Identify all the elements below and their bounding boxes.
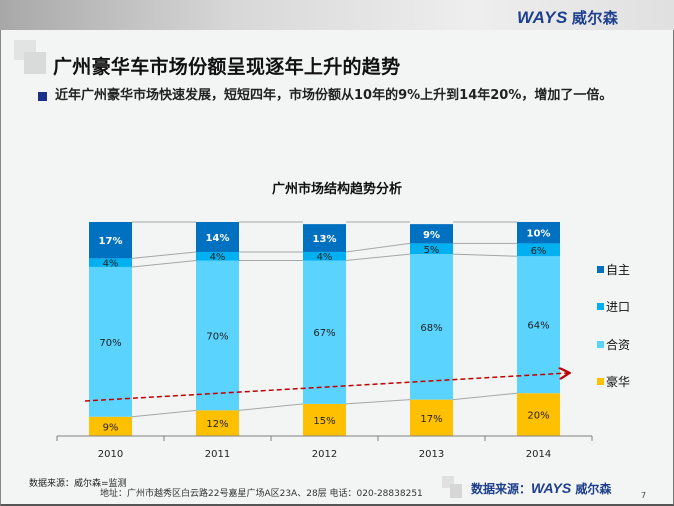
data-label: 5% — [424, 245, 440, 256]
series-connector-line — [345, 242, 411, 253]
series-connector-line — [452, 253, 518, 257]
series-connector-line — [345, 253, 411, 262]
footer-logo-cn: 威尔森 — [575, 482, 612, 496]
bar-segment-自主 — [89, 222, 132, 259]
footer-decoration-square — [450, 484, 462, 498]
data-label: 4% — [317, 252, 333, 263]
legend-label: 自主 — [606, 263, 631, 277]
footer-source-label: 数据来源： — [471, 482, 532, 496]
legend-item: 豪华 — [597, 373, 630, 390]
slide-title: 广州豪华车市场份额呈现逐年上升的趋势 — [53, 56, 401, 78]
footer-logo-latin: WAYS — [531, 480, 572, 496]
bar-segment-自主 — [196, 222, 239, 252]
legend-swatch — [597, 266, 604, 273]
legend-item: 进口 — [597, 298, 630, 315]
x-tick-label: 2014 — [526, 449, 551, 460]
logo-cn: 威尔森 — [571, 10, 619, 27]
data-label: 68% — [420, 323, 442, 334]
data-label: 64% — [527, 321, 549, 332]
data-label: 20% — [527, 411, 549, 422]
data-label: 15% — [313, 416, 335, 427]
series-connector-line — [238, 403, 304, 411]
bar-segment-合资 — [410, 254, 453, 400]
x-tick-label: 2010 — [98, 449, 123, 460]
bar-segment-豪华 — [196, 410, 239, 436]
bar-segment-进口 — [89, 258, 132, 267]
data-label: 13% — [313, 234, 337, 245]
legend-item: 合资 — [597, 336, 630, 353]
bar-segment-进口 — [303, 251, 346, 261]
bar-segment-豪华 — [89, 416, 132, 436]
bullet-square-icon — [38, 92, 47, 101]
bullet-text: 近年广州豪华市场快速发展，短短四年，市场份额从10年的9%上升到14年20%，增… — [55, 88, 613, 103]
data-label: 67% — [313, 328, 335, 339]
bar-segment-自主 — [517, 222, 560, 244]
bar-segment-合资 — [303, 260, 346, 404]
source-note: 数据来源：威尔森=监测 — [29, 479, 127, 489]
bar-segment-合资 — [196, 260, 239, 411]
bar-segment-豪华 — [410, 399, 453, 436]
data-label: 17% — [99, 236, 123, 247]
logo-latin: WAYS — [517, 8, 568, 27]
ways-logo: WAYS 威尔森 — [517, 7, 618, 28]
title-decoration-square — [24, 52, 46, 74]
data-label: 6% — [531, 246, 547, 257]
series-connector-line — [131, 251, 197, 259]
header-bar — [0, 0, 674, 30]
legend-swatch — [597, 303, 604, 310]
data-label: 9% — [103, 422, 119, 433]
bar-segment-自主 — [410, 224, 453, 244]
series-connector-line — [452, 392, 518, 401]
legend-label: 合资 — [606, 338, 631, 352]
data-label: 12% — [206, 419, 228, 430]
bar-segment-豪华 — [517, 393, 560, 436]
data-label: 17% — [420, 414, 442, 425]
bar-segment-豪华 — [303, 403, 346, 436]
legend-swatch — [597, 341, 604, 348]
bar-segment-自主 — [303, 224, 346, 252]
data-label: 10% — [527, 229, 551, 240]
legend-item: 自主 — [597, 261, 630, 278]
bar-segment-合资 — [517, 256, 560, 394]
page-number: 7 — [641, 491, 647, 500]
x-tick-label: 2013 — [419, 449, 444, 460]
bar-segment-进口 — [410, 243, 453, 255]
x-tick-label: 2012 — [312, 449, 337, 460]
data-label: 4% — [210, 252, 226, 263]
data-label: 70% — [99, 338, 121, 349]
data-label: 70% — [206, 331, 228, 342]
x-tick-label: 2011 — [205, 449, 230, 460]
footer-source-logo: 数据来源：WAYS 威尔森 — [471, 480, 611, 497]
data-label: 9% — [423, 230, 440, 241]
data-label: 4% — [103, 259, 119, 270]
chart-title: 广州市场结构趋势分析 — [271, 182, 402, 197]
legend-label: 豪华 — [606, 375, 631, 389]
series-connector-line — [131, 260, 197, 268]
series-connector-line — [345, 399, 411, 405]
company-address: 地址：广州市越秀区白云路22号嘉星广场A区23A、28层 电话：020-2883… — [100, 489, 423, 499]
trend-arrow — [84, 373, 568, 402]
bar-segment-进口 — [196, 251, 239, 261]
series-connector-line — [131, 409, 197, 418]
legend-label: 进口 — [606, 300, 631, 314]
bar-segment-进口 — [517, 243, 560, 257]
bar-segment-合资 — [89, 266, 132, 417]
legend-swatch — [597, 378, 604, 385]
data-label: 14% — [206, 233, 230, 244]
